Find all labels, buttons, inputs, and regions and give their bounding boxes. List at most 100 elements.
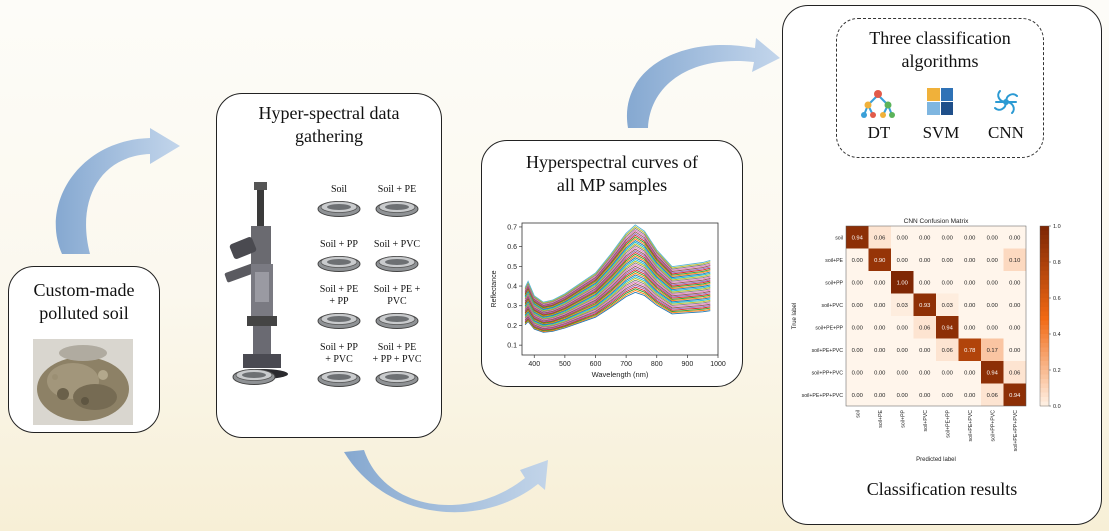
- sample-label: Soil + PE + PVC: [359, 284, 435, 308]
- sample-label-line1: Soil + PVC: [373, 239, 421, 250]
- algorithm-label-dt: DT: [867, 123, 891, 142]
- x-axis-label: Wavelength (nm): [592, 370, 649, 379]
- cell-value: 0.00: [874, 393, 885, 399]
- panel-polluted-soil: Custom-made polluted soil: [8, 266, 160, 433]
- cell-value: 0.00: [942, 370, 953, 376]
- cell-value: 0.00: [874, 370, 885, 376]
- col-label: soil: [855, 410, 861, 418]
- heatmap-cell: [1003, 271, 1026, 294]
- heatmap-cell: [1003, 248, 1026, 271]
- heatmap-cell: [936, 226, 959, 249]
- heatmap-cell: [891, 226, 914, 249]
- cell-value: 0.00: [874, 325, 885, 331]
- matrix-frame: [845, 225, 1027, 407]
- spectrum-line: [524, 265, 711, 322]
- heatmap-cell: [913, 383, 936, 406]
- cell-value: 0.90: [874, 258, 885, 264]
- heatmap-cell: [913, 316, 936, 339]
- soil-title-line2: polluted soil: [39, 303, 129, 323]
- sample-label-line1: Soil + PE: [377, 342, 417, 353]
- sample-label-line2: + PP + PVC: [372, 354, 422, 365]
- heatmap-cell: [846, 383, 869, 406]
- spectrum-line: [524, 286, 711, 331]
- col-label: soil+PP: [900, 409, 906, 427]
- heatmap-cell: [981, 361, 1004, 384]
- petri-dish-icon: [317, 313, 361, 329]
- gathering-title-line2: gathering: [295, 126, 363, 146]
- algorithm-label-svm: SVM: [922, 123, 960, 142]
- spectrum-line: [524, 227, 711, 305]
- algorithms-title-line1: Three classification: [869, 28, 1011, 48]
- spectrum-line: [524, 231, 711, 306]
- colorbar-segment: [1040, 361, 1049, 366]
- cell-value: 0.00: [987, 258, 998, 264]
- cell-value: 0.94: [942, 325, 954, 331]
- sample-label: Soil + PP + PVC: [301, 342, 377, 366]
- curves-title-line2: all MP samples: [556, 175, 668, 195]
- cell-value: 0.17: [987, 348, 998, 354]
- cell-value: 0.94: [1009, 393, 1021, 399]
- spectrum-line: [524, 257, 711, 318]
- heatmap-cell: [868, 383, 891, 406]
- colorbar-segment: [1040, 397, 1049, 402]
- arrow-curves-to-results: [626, 38, 780, 128]
- x-tick-label: 900: [682, 361, 694, 368]
- heatmap-cell: [936, 338, 959, 361]
- colorbar-segment: [1040, 311, 1049, 317]
- cell-value: 0.00: [964, 393, 975, 399]
- sample-label: Soil + PE: [359, 184, 435, 196]
- colorbar-segment: [1040, 316, 1049, 321]
- col-label: soil+PP+PVC: [990, 410, 996, 442]
- colorbar-segment: [1040, 388, 1049, 393]
- sample-label: Soil + PE + PP: [301, 284, 377, 308]
- sample-label-line1: Soil + PE +: [373, 284, 421, 295]
- cell-value: 0.00: [987, 235, 998, 241]
- cell-value: 0.00: [852, 325, 863, 331]
- cell-value: 0.10: [1009, 258, 1020, 264]
- heatmap-cell: [958, 338, 981, 361]
- cell-value: 0.00: [987, 325, 998, 331]
- colorbar-segment: [1040, 401, 1049, 407]
- heatmap-cell: [913, 361, 936, 384]
- heatmap-cell: [1003, 316, 1026, 339]
- col-label: soil+PE+PP: [945, 409, 951, 437]
- heatmap-cell: [1003, 361, 1026, 384]
- heatmap-cell: [936, 383, 959, 406]
- spectrum-line: [524, 243, 711, 312]
- sample-label-line1: Soil: [330, 184, 348, 195]
- heatmap-cell: [981, 271, 1004, 294]
- spectrum-line: [524, 255, 711, 317]
- x-tick-label: 500: [559, 361, 571, 368]
- heatmap-cell: [868, 316, 891, 339]
- colorbar-segment: [1040, 334, 1049, 339]
- soil-panel-title: Custom-made polluted soil: [9, 279, 159, 325]
- cell-value: 0.00: [987, 303, 998, 309]
- row-label: soil+PVC: [822, 303, 844, 309]
- colorbar-tick-label: 0.6: [1053, 296, 1061, 302]
- heatmap-cell: [1003, 383, 1026, 406]
- arrow-soil-to-gathering: [55, 128, 180, 254]
- arrow-gathering-to-curves: [344, 450, 548, 513]
- heatmap-cell: [1003, 293, 1026, 316]
- colorbar-segment: [1040, 271, 1049, 276]
- heatmap-cell: [846, 361, 869, 384]
- cell-value: 0.00: [852, 303, 863, 309]
- heatmap-cell: [936, 271, 959, 294]
- spectrum-line: [524, 288, 711, 332]
- cell-value: 0.00: [897, 325, 908, 331]
- spectrum-line: [524, 245, 711, 312]
- colorbar-tick-label: 0.2: [1053, 368, 1061, 374]
- y-tick-label: 0.4: [507, 284, 517, 291]
- spectrum-line: [524, 270, 711, 324]
- petri-dish-icon: [317, 201, 361, 217]
- colorbar-segment: [1040, 302, 1049, 308]
- cell-value: 0.00: [964, 235, 975, 241]
- colorbar-frame: [1039, 225, 1050, 407]
- spectrum-line: [524, 283, 711, 329]
- panel-hyperspectral-gathering: Hyper-spectral data gathering Soil Soil +…: [216, 93, 442, 438]
- cell-value: 0.00: [964, 370, 975, 376]
- colorbar-segment: [1040, 338, 1049, 344]
- petri-dish-icon: [375, 201, 419, 217]
- spectrum-line: [524, 279, 711, 328]
